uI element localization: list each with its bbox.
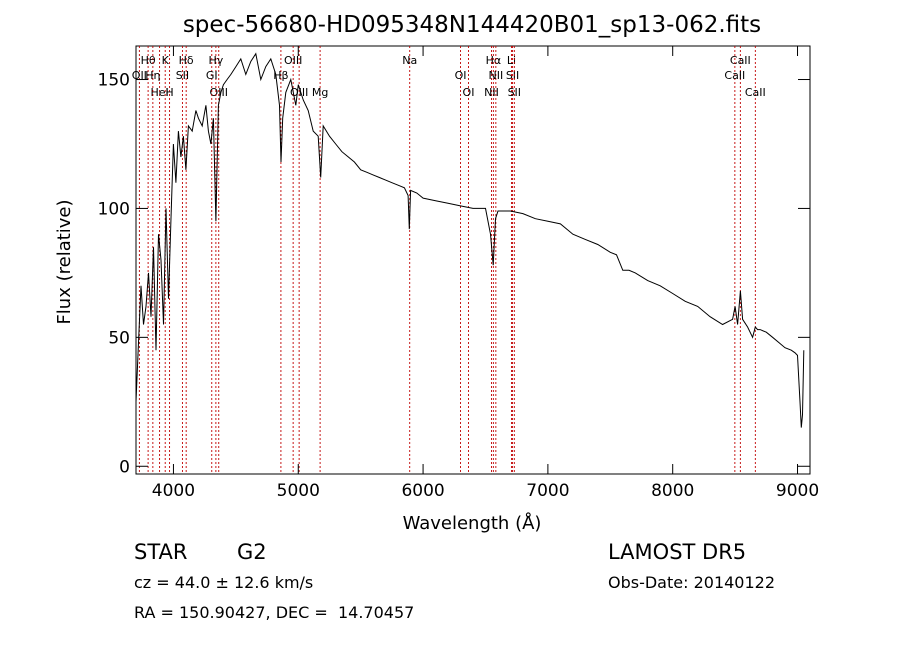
line-label-24: CaII: [730, 54, 751, 67]
spectrum-line: [135, 52, 805, 428]
line-label-1: OII: [132, 69, 147, 82]
line-label-10: GI: [206, 69, 218, 82]
subclass: G2: [237, 540, 267, 564]
y-tick-label-1: 50: [108, 328, 130, 348]
line-label-2: HeI: [150, 86, 168, 99]
chart-title: spec-56680-HD095348N144420B01_sp13-062.f…: [183, 12, 761, 38]
y-tick-label-2: 100: [98, 199, 130, 219]
coordinates: RA = 150.90427, DEC = 14.70457: [134, 603, 415, 622]
line-label-22: NII: [488, 69, 503, 82]
line-label-23: SII: [508, 86, 521, 99]
line-label-9: Hγ: [208, 54, 223, 67]
x-axis-label: Wavelength (Å): [403, 512, 542, 534]
line-label-17: OI: [463, 86, 475, 99]
line-label-3: K: [162, 54, 170, 67]
obs-date: Obs-Date: 20140122: [608, 573, 776, 592]
line-label-15: Na: [402, 54, 417, 67]
line-label-25: CaII: [724, 69, 745, 82]
line-label-20: NII: [484, 86, 499, 99]
line-label-6: Hδ: [179, 54, 194, 67]
axis-ticks: 4000 5000 6000 7000 8000 9000 0 50 100 150: [98, 46, 819, 501]
y-tick-label-3: 150: [98, 71, 130, 91]
object-type: STAR: [134, 540, 188, 564]
x-tick-label-4: 8000: [651, 481, 694, 501]
line-label-11: OIII: [290, 86, 308, 99]
x-tick-label-3: 7000: [526, 481, 569, 501]
line-label-21: Li: [507, 54, 516, 67]
line-label-18: Hα: [486, 54, 502, 67]
y-tick-label-0: 0: [119, 457, 130, 477]
line-label-5: H: [165, 86, 173, 99]
line-label-14: Mg: [312, 86, 328, 99]
redshift-readout: cz = 44.0 ± 12.6 km/s: [134, 573, 314, 592]
spectral-line-markers: HθOIIHeIKHηHHδSIIOIIIHγGIOIIIOIIIHβMgNaO…: [132, 46, 766, 474]
line-label-7: SII: [176, 69, 189, 82]
line-label-19: SII: [506, 69, 519, 82]
line-label-4: Hη: [145, 69, 160, 82]
x-tick-label-0: 4000: [152, 481, 195, 501]
line-label-8: OIII: [210, 86, 228, 99]
line-label-12: OIII: [284, 54, 302, 67]
survey-name: LAMOST DR5: [608, 540, 747, 564]
spectrum-chart: spec-56680-HD095348N144420B01_sp13-062.f…: [54, 12, 819, 534]
plot-frame: [135, 45, 811, 475]
line-label-13: Hβ: [273, 69, 288, 82]
y-axis-label: Flux (relative): [54, 199, 75, 324]
line-label-26: CaII: [745, 86, 766, 99]
x-tick-label-1: 5000: [277, 481, 320, 501]
x-tick-label-2: 6000: [401, 481, 444, 501]
x-tick-label-5: 9000: [776, 481, 819, 501]
line-label-0: Hθ: [141, 54, 156, 67]
line-label-16: OI: [455, 69, 467, 82]
